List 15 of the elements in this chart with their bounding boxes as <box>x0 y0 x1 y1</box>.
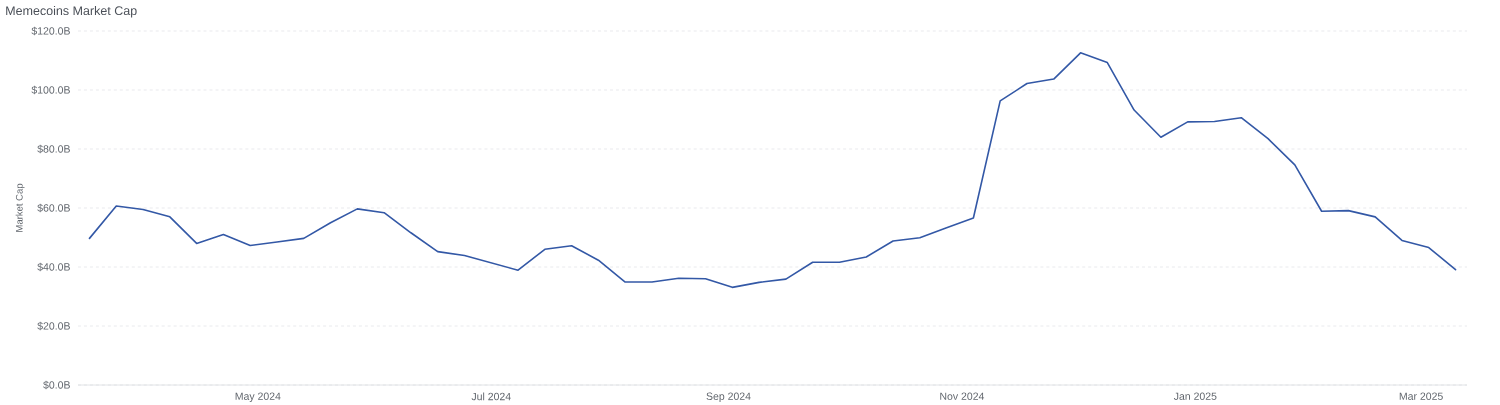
y-tick-label: $60.0B <box>37 203 70 213</box>
x-tick-label: Jan 2025 <box>1173 392 1217 400</box>
y-tick-label: $40.0B <box>37 262 70 272</box>
x-tick-label: May 2024 <box>235 392 281 403</box>
x-tick-label: Nov 2024 <box>940 392 985 400</box>
chart-title: Memecoins Market Cap <box>6 5 137 18</box>
x-tick-label: Jul 2024 <box>471 392 511 401</box>
y-axis-title: Market Cap <box>15 183 25 232</box>
x-tick-label: Mar 2025 <box>1399 392 1443 400</box>
y-tick-label: $80.0B <box>37 144 70 154</box>
y-tick-label: $120.0B <box>31 26 70 36</box>
y-tick-label: $0.0B <box>43 380 70 390</box>
y-tick-label: $100.0B <box>31 85 70 95</box>
x-tick-label: Sep 2024 <box>706 392 751 403</box>
y-tick-label: $20.0B <box>37 321 70 331</box>
